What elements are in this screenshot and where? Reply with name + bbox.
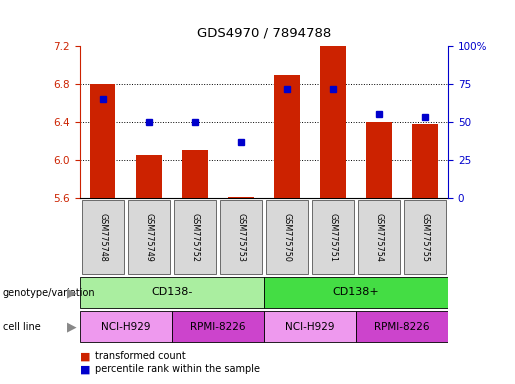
Text: GDS4970 / 7894788: GDS4970 / 7894788	[197, 27, 331, 40]
FancyBboxPatch shape	[80, 311, 172, 342]
Text: RPMI-8226: RPMI-8226	[374, 322, 430, 332]
Text: transformed count: transformed count	[95, 351, 186, 361]
Text: GSM775748: GSM775748	[98, 213, 107, 262]
Text: GSM775750: GSM775750	[282, 213, 291, 262]
FancyBboxPatch shape	[358, 200, 400, 274]
FancyBboxPatch shape	[404, 200, 446, 274]
FancyBboxPatch shape	[220, 200, 262, 274]
Text: CD138-: CD138-	[151, 287, 193, 297]
Text: GSM775755: GSM775755	[421, 213, 430, 262]
Bar	[136, 155, 162, 198]
FancyBboxPatch shape	[80, 277, 264, 308]
Text: GSM775752: GSM775752	[191, 213, 199, 262]
Bar	[90, 84, 115, 198]
Bar	[274, 74, 300, 198]
Text: RPMI-8226: RPMI-8226	[190, 322, 246, 332]
Text: NCI-H929: NCI-H929	[101, 322, 150, 332]
Text: ▶: ▶	[66, 321, 76, 334]
Text: ■: ■	[80, 364, 90, 374]
Bar	[182, 151, 208, 198]
Text: percentile rank within the sample: percentile rank within the sample	[95, 364, 260, 374]
FancyBboxPatch shape	[82, 200, 124, 274]
FancyBboxPatch shape	[264, 277, 448, 308]
Bar	[413, 124, 438, 198]
Text: GSM775754: GSM775754	[374, 213, 384, 262]
Text: cell line: cell line	[3, 322, 40, 332]
Text: ▶: ▶	[66, 286, 76, 299]
FancyBboxPatch shape	[174, 200, 216, 274]
Bar	[320, 46, 346, 198]
Text: genotype/variation: genotype/variation	[3, 288, 95, 298]
Bar	[228, 197, 253, 198]
Text: NCI-H929: NCI-H929	[285, 322, 335, 332]
FancyBboxPatch shape	[264, 311, 356, 342]
FancyBboxPatch shape	[312, 200, 354, 274]
Bar	[366, 122, 392, 198]
FancyBboxPatch shape	[172, 311, 264, 342]
Text: ■: ■	[80, 351, 90, 361]
Text: CD138+: CD138+	[333, 287, 380, 297]
Text: GSM775749: GSM775749	[144, 213, 153, 262]
FancyBboxPatch shape	[128, 200, 170, 274]
Text: GSM775753: GSM775753	[236, 213, 246, 262]
FancyBboxPatch shape	[266, 200, 308, 274]
FancyBboxPatch shape	[356, 311, 448, 342]
Text: GSM775751: GSM775751	[329, 213, 337, 262]
